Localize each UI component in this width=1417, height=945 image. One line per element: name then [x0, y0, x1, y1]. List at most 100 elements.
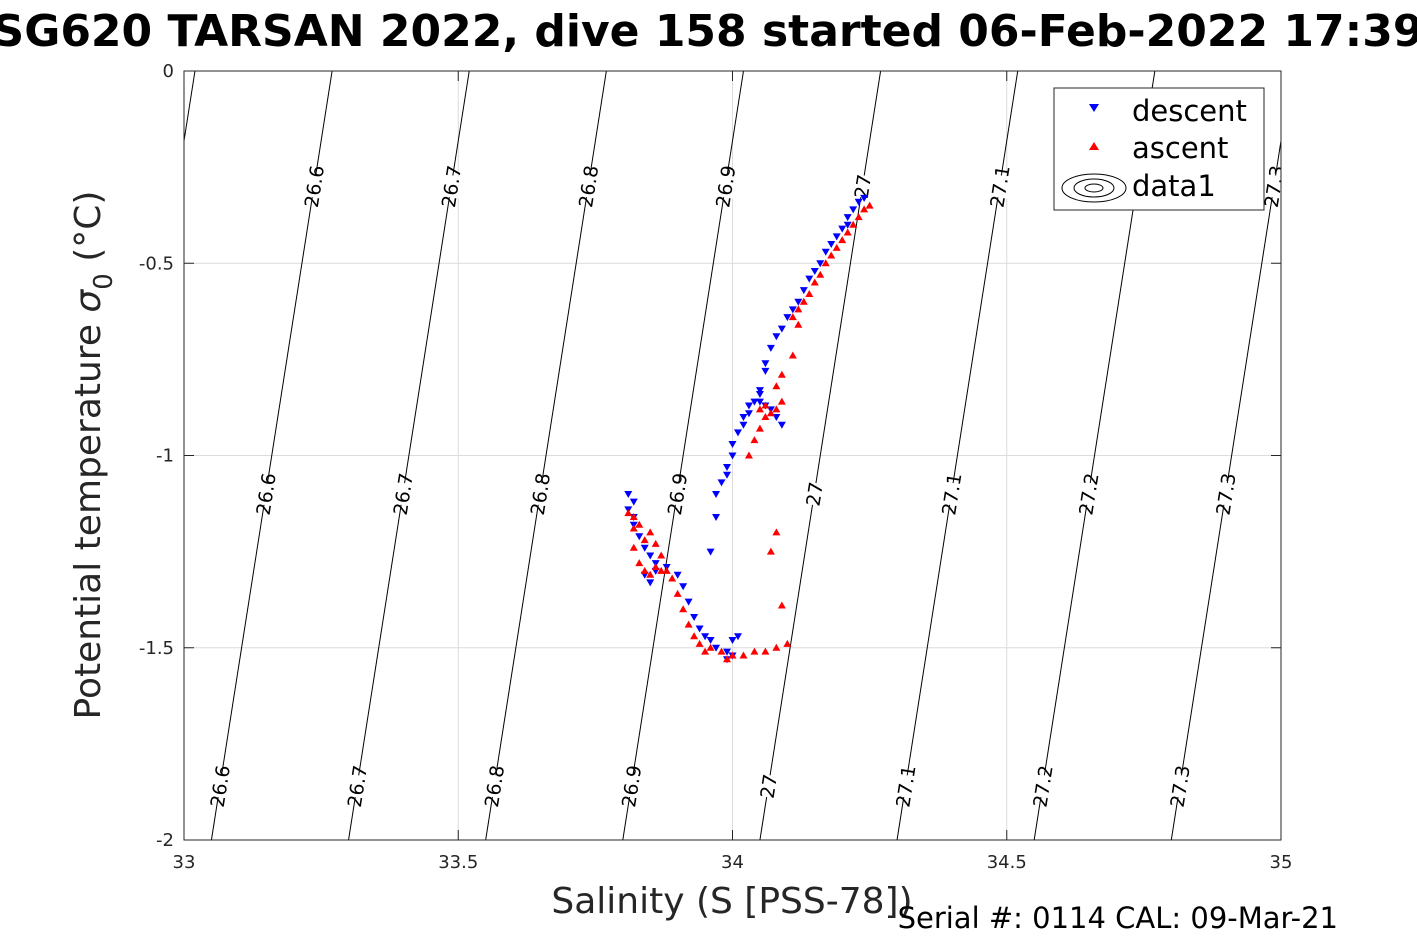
- legend-ascent-label: ascent: [1132, 131, 1228, 165]
- contour-label: 26.8: [575, 164, 603, 209]
- descent-point: [744, 410, 753, 418]
- descent-point: [673, 571, 682, 579]
- ascent-point: [629, 543, 638, 551]
- contour-label-bg: [701, 172, 749, 201]
- ascent-point: [755, 424, 764, 432]
- ascent-point: [794, 320, 803, 328]
- descent-point: [624, 490, 633, 498]
- descent-point: [849, 206, 858, 214]
- x-tick-label: 35: [1270, 852, 1293, 873]
- ascent-point: [690, 632, 699, 640]
- ascent-point: [761, 401, 770, 409]
- contour-label: 27.1: [986, 164, 1014, 209]
- descent-point: [739, 421, 748, 429]
- ascent-point: [744, 451, 753, 459]
- descent-point: [723, 464, 732, 472]
- descent-point: [799, 287, 808, 295]
- ascent-point: [799, 297, 808, 305]
- contour-label: 26.9: [618, 764, 646, 809]
- contour-label: 27.2: [1029, 764, 1057, 809]
- ascent-point: [816, 270, 825, 278]
- descent-point: [684, 598, 693, 606]
- descent-point: [788, 306, 797, 314]
- y-axis-label-main: Potential temperature: [68, 313, 109, 720]
- ascent-point: [662, 566, 671, 574]
- descent-point: [733, 633, 742, 641]
- ascent-point: [640, 566, 649, 574]
- legend-box: [1053, 87, 1265, 211]
- contour-label: 26.6: [253, 471, 281, 516]
- ascent-point: [761, 647, 770, 655]
- ascent-point: [651, 563, 660, 571]
- descent-point: [843, 214, 852, 222]
- ascent-point: [668, 574, 677, 582]
- ascent-point: [761, 413, 770, 421]
- ascent-point: [755, 405, 764, 413]
- serial-cal-footer: Serial #: 0114 CAL: 09-Mar-21: [898, 901, 1338, 935]
- descent-point: [860, 194, 869, 202]
- y-axis-label-unit: (°C): [68, 191, 109, 274]
- ascent-point: [865, 201, 874, 209]
- descent-point: [755, 387, 764, 395]
- ascent-point: [723, 655, 732, 663]
- ascent-point: [739, 651, 748, 659]
- descent-point: [712, 514, 721, 522]
- contour-label: 27.2: [1075, 471, 1103, 516]
- descent-point: [766, 344, 775, 352]
- descent-point: [777, 421, 786, 429]
- ascent-point: [624, 509, 633, 517]
- descent-point: [750, 398, 759, 406]
- x-tick-label: 34: [721, 852, 744, 873]
- contour-label: 26.8: [527, 471, 555, 516]
- descent-point: [838, 225, 847, 233]
- contour-label-bg: [607, 771, 655, 801]
- contour-label: 26.7: [390, 471, 418, 516]
- contour-label: 26.7: [344, 764, 372, 809]
- contour-label: 26.7: [438, 164, 466, 209]
- descent-point: [733, 429, 742, 437]
- descent-point: [755, 398, 764, 406]
- descent-point: [794, 298, 803, 306]
- ascent-point: [777, 601, 786, 609]
- descent-point: [646, 579, 655, 587]
- x-tick-label: 34.5: [987, 852, 1027, 873]
- descent-point: [712, 644, 721, 652]
- contour-label: 26.9: [664, 471, 692, 516]
- density-contour: [1308, 71, 1417, 840]
- contour-label-bg: [976, 172, 1024, 201]
- ascent-point: [717, 647, 726, 655]
- ascent-point: [838, 236, 847, 244]
- ascent-point: [772, 528, 781, 536]
- density-contour: [210, 71, 333, 840]
- axis-ticks: 33 33.5 34 34.5 35 0 -0.5 -1 -1.5 -2: [139, 61, 1293, 873]
- descent-point: [739, 414, 748, 422]
- contour-label-bg: [333, 771, 381, 801]
- descent-point: [629, 498, 638, 506]
- descent-point: [646, 552, 655, 560]
- y-axis-label-symbol: σ: [68, 289, 109, 313]
- density-contour: [1170, 137, 1281, 840]
- descent-point: [755, 390, 764, 398]
- descent-point: [690, 613, 699, 621]
- descent-point: [712, 490, 721, 498]
- ascent-point: [843, 228, 852, 236]
- contour-label-bg: [1019, 771, 1067, 801]
- ascent-point: [673, 589, 682, 597]
- ascent-point: [777, 397, 786, 405]
- ascent-point: [750, 647, 759, 655]
- descent-point: [723, 471, 732, 479]
- legend-data1-marker: [1061, 173, 1127, 203]
- ascent-point: [635, 559, 644, 567]
- descent-point: [695, 625, 704, 633]
- contour-label: 27.3: [1261, 164, 1289, 209]
- y-axis-label-subscript: 0: [89, 273, 119, 290]
- contour-label-bg: [427, 172, 475, 201]
- contour-label-bg: [882, 771, 929, 801]
- ascent-point: [827, 251, 836, 259]
- descent-point: [810, 267, 819, 275]
- ascent-point: [777, 370, 786, 378]
- density-contour: [622, 71, 744, 840]
- ascent-point: [772, 643, 781, 651]
- descent-point: [723, 648, 732, 656]
